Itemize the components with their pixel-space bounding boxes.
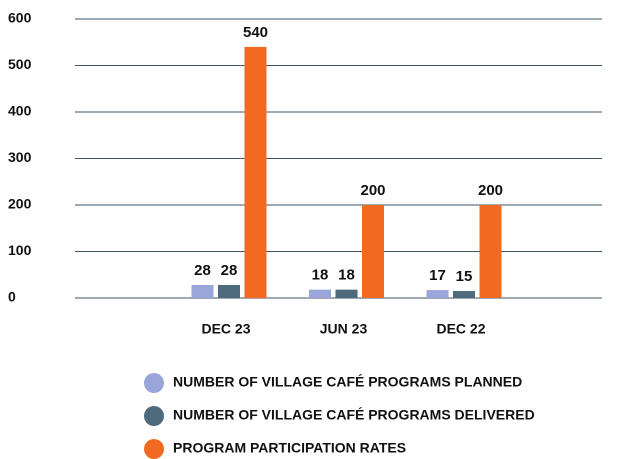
legend-label: NUMBER OF VILLAGE CAFÉ PROGRAMS PLANNED: [173, 374, 522, 390]
legend-marker: [144, 373, 164, 393]
bar: [362, 205, 384, 298]
legend-label: PROGRAM PARTICIPATION RATES: [173, 440, 406, 456]
legend-label: NUMBER OF VILLAGE CAFÉ PROGRAMS DELIVERE…: [173, 407, 535, 423]
y-tick-label: 100: [8, 242, 32, 258]
legend-marker: [144, 406, 164, 426]
bar: [453, 291, 475, 298]
data-label: 200: [360, 182, 385, 199]
bar: [479, 205, 502, 298]
x-tick-label: JUN 23: [320, 321, 368, 337]
y-tick-label: 600: [8, 10, 32, 26]
bar: [426, 290, 449, 298]
data-label: 18: [338, 267, 355, 284]
bar: [244, 46, 267, 299]
x-tick-label: DEC 22: [436, 321, 485, 337]
bar: [335, 289, 358, 298]
legend-marker: [144, 439, 164, 459]
bar: [309, 289, 331, 298]
data-label: 15: [456, 268, 473, 285]
data-label: 28: [221, 262, 238, 279]
data-label: 540: [243, 24, 268, 41]
data-label: 17: [429, 267, 446, 284]
x-tick-label: DEC 23: [201, 321, 250, 337]
data-label: 18: [312, 267, 329, 284]
y-tick-label: 400: [8, 103, 32, 119]
y-tick-label: 0: [8, 289, 16, 305]
y-tick-label: 300: [8, 149, 32, 165]
y-tick-label: 500: [8, 56, 32, 72]
data-label: 200: [478, 182, 503, 199]
data-label: 28: [194, 262, 211, 279]
bar: [191, 284, 214, 298]
bar: [218, 284, 240, 298]
y-tick-label: 200: [8, 196, 32, 212]
